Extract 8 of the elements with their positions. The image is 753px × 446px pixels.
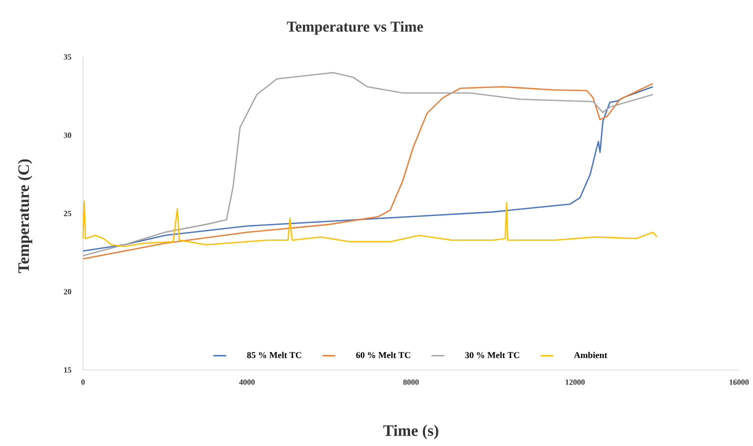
chart-title: Temperature vs Time [286, 21, 423, 35]
legend-label: 60 % Melt TC [356, 352, 410, 358]
legend-label: 85 % Melt TC [247, 352, 302, 358]
legend-label: 30 % Melt TC [465, 352, 520, 358]
y-axis-title: Temperature (C) [18, 159, 32, 274]
x-axis-title: Time (s) [383, 424, 438, 440]
line-series [82, 200, 658, 247]
legend-label: Ambient [574, 352, 608, 358]
